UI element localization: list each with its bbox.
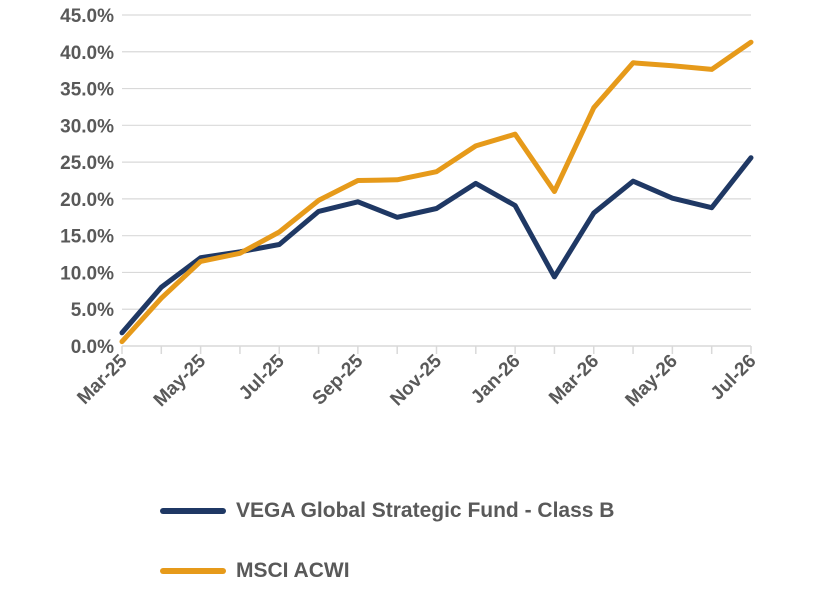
x-tick-label: Sep-25: [308, 350, 367, 409]
y-tick-label: 10.0%: [60, 263, 114, 284]
x-tick-label: Jan-26: [467, 351, 524, 408]
x-tick-label: Mar-25: [73, 350, 131, 408]
legend-label-fund: VEGA Global Strategic Fund - Class B: [236, 499, 615, 522]
line-chart: 0.0% 5.0% 10.0% 15.0% 20.0% 25.0% 30.0% 35.0% 40…: [60, 6, 760, 411]
legend-item-fund: VEGA Global Strategic Fund - Class B: [160, 492, 614, 530]
series-lines: [119, 39, 754, 345]
x-tick-label: Nov-25: [386, 350, 446, 410]
y-tick-label: 45.0%: [60, 6, 114, 27]
y-axis-tick-labels: 0.0% 5.0% 10.0% 15.0% 20.0% 25.0% 30.0% 35.0% 40…: [60, 6, 114, 358]
legend: VEGA Global Strategic Fund - Class B MSC…: [160, 492, 614, 612]
series-line-benchmark: [119, 39, 754, 345]
legend-item-benchmark: MSCI ACWI: [160, 552, 614, 590]
y-tick-label: 40.0%: [60, 43, 114, 64]
legend-swatch-benchmark: [160, 568, 226, 574]
x-tick-label: May-26: [622, 351, 682, 411]
gridlines: [122, 14, 751, 310]
y-tick-label: 25.0%: [60, 153, 114, 174]
x-axis-tick-labels: Mar-25 May-25 Jul-25 Sep-25 Nov-25 Jan-26 Mar-…: [73, 350, 760, 411]
y-tick-label: 5.0%: [71, 300, 114, 321]
x-tick-label: Jul-26: [707, 351, 761, 405]
x-axis: [121, 345, 752, 354]
y-tick-label: 15.0%: [60, 227, 114, 248]
x-tick-label: May-25: [150, 350, 211, 411]
x-tick-label: Jul-25: [235, 350, 289, 404]
y-tick-label: 30.0%: [60, 116, 114, 137]
legend-swatch-fund: [160, 508, 226, 514]
y-tick-label: 0.0%: [71, 337, 114, 358]
series-line-fund: [119, 155, 754, 336]
y-tick-label: 35.0%: [60, 80, 114, 101]
x-tick-label: Mar-26: [545, 351, 603, 409]
legend-label-benchmark: MSCI ACWI: [236, 559, 350, 582]
y-tick-label: 20.0%: [60, 190, 114, 211]
